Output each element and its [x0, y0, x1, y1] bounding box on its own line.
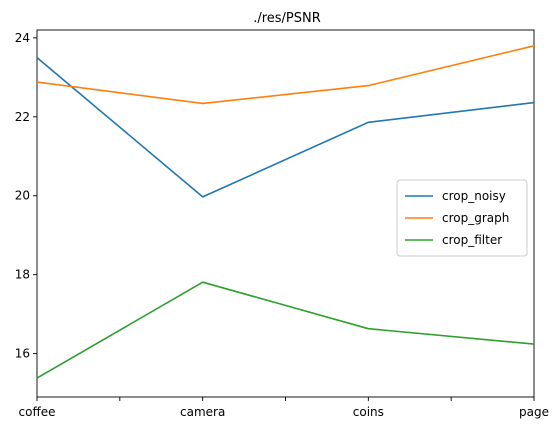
x-tick-label: coffee	[19, 405, 56, 419]
y-tick-label: 22	[15, 110, 30, 124]
y-tick-label: 20	[15, 189, 30, 203]
y-tick-label: 18	[15, 268, 30, 282]
legend-label: crop_noisy	[442, 189, 506, 203]
legend-label: crop_graph	[442, 211, 509, 225]
x-axis: coffee camera coins page	[19, 397, 549, 419]
series-line-crop_graph	[36, 45, 535, 105]
y-tick-label: 24	[15, 31, 30, 45]
x-tick-label: page	[519, 405, 549, 419]
chart-title: ./res/PSNR	[253, 11, 321, 26]
x-tick-label: coins	[353, 405, 384, 419]
series-line-crop_filter	[36, 281, 535, 379]
legend-label: crop_filter	[442, 233, 502, 247]
y-tick-label: 16	[15, 347, 30, 361]
y-axis: 16 18 20 22 24	[15, 31, 37, 361]
x-tick-label: camera	[180, 405, 225, 419]
legend-box	[396, 179, 528, 257]
series-lines	[36, 45, 535, 379]
legend: crop_noisy crop_graph crop_filter	[396, 179, 528, 257]
series-line-crop_noisy	[36, 56, 535, 198]
